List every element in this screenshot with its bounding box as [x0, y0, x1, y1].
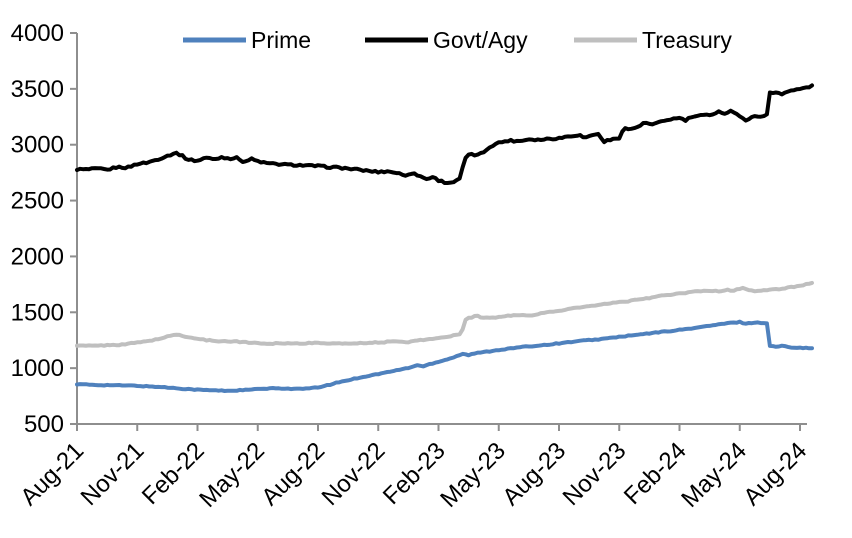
x-tick-label-Aug-23: Aug-23 [497, 437, 571, 511]
x-tick-label-Nov-23: Nov-23 [558, 437, 632, 511]
y-tick-label-3500: 3500 [11, 76, 64, 103]
y-tick-label-3000: 3000 [11, 132, 64, 159]
legend-item-govt-agy: Govt/Agy [365, 27, 528, 53]
x-tick-label-May-22: May-22 [194, 437, 270, 513]
plot-area [75, 83, 814, 393]
x-tick-label-Aug-22: Aug-22 [256, 437, 330, 511]
x-tick-label-May-24: May-24 [676, 437, 752, 513]
series-path-govt-agy [75, 83, 814, 185]
y-tick-label-2000: 2000 [11, 243, 64, 270]
x-tick-label-Nov-21: Nov-21 [76, 437, 150, 511]
y-tick-label-500: 500 [24, 411, 64, 438]
series-path-prime [75, 319, 814, 393]
x-tick-label-Nov-22: Nov-22 [317, 437, 391, 511]
x-tick-label-May-23: May-23 [435, 437, 511, 513]
y-tick-label-1000: 1000 [11, 355, 64, 382]
series-path-treasury [75, 280, 814, 348]
x-tick-label-Aug-21: Aug-21 [15, 437, 89, 511]
axes: 5001000150020002500300035004000Aug-21Nov… [11, 20, 813, 513]
legend-label-treasury: Treasury [642, 27, 732, 53]
y-tick-label-2500: 2500 [11, 188, 64, 215]
legend-label-prime: Prime [251, 27, 311, 53]
legend-item-prime: Prime [183, 27, 311, 53]
legend-item-treasury: Treasury [574, 27, 732, 53]
axis-lines [76, 33, 807, 425]
y-tick-label-1500: 1500 [11, 299, 64, 326]
x-tick-label-Aug-24: Aug-24 [738, 437, 812, 511]
legend: Prime Govt/Agy Treasury [183, 27, 732, 53]
y-tick-label-4000: 4000 [11, 20, 64, 47]
legend-label-govt-agy: Govt/Agy [433, 27, 528, 53]
